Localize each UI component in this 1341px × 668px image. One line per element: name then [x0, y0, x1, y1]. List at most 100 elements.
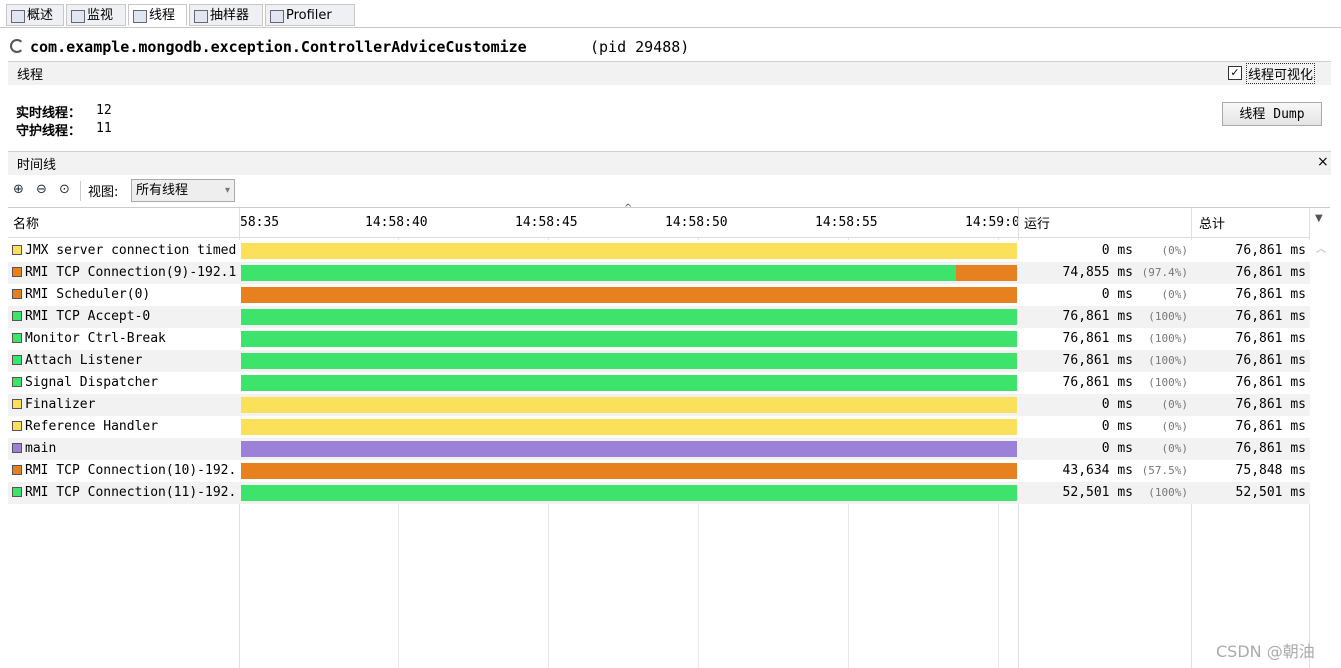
- app-title: com.example.mongodb.exception.Controller…: [30, 38, 527, 56]
- state-swatch: [12, 245, 22, 255]
- tab[interactable]: 线程: [128, 4, 187, 26]
- tab-divider: [0, 27, 1341, 28]
- zoom-out[interactable]: ⊖: [36, 182, 47, 197]
- thread-name: RMI TCP Accept-0: [25, 309, 151, 324]
- threads-panel-header: [8, 61, 1331, 85]
- running-percent: (0%): [1161, 288, 1189, 301]
- app-pid: (pid 29488): [590, 38, 690, 56]
- timeline-bar: [241, 397, 1017, 413]
- total-time: 76,861 ms: [1235, 287, 1306, 302]
- timeline-bar: [241, 441, 1017, 457]
- state-swatch: [12, 399, 22, 409]
- running-time: 0 ms: [1101, 397, 1133, 412]
- state-swatch: [12, 333, 22, 343]
- time-tick-label: 14:59:0: [965, 215, 1018, 230]
- thread-row: RMI TCP Connection(11)-192. 52,501 ms (100…: [8, 482, 1310, 504]
- thread-name: RMI TCP Connection(11)-192.: [25, 485, 237, 500]
- name-column-header[interactable]: 名称: [13, 217, 40, 232]
- thread-row: Signal Dispatcher 76,861 ms (100%) 76,861 m…: [8, 372, 1310, 394]
- header-bottom-border: [8, 237, 1310, 238]
- state-swatch: [12, 377, 22, 387]
- thread-name: Reference Handler: [25, 419, 159, 434]
- thread-row: Finalizer 0 ms (0%) 76,861 ms: [8, 394, 1310, 416]
- zoom-fit[interactable]: ⊙: [59, 182, 70, 197]
- thread-row: RMI TCP Connection(9)-192.1 74,855 ms (97.…: [8, 262, 1310, 284]
- time-tick-label: 58:35: [240, 215, 280, 230]
- running-column-header[interactable]: 运行: [1024, 217, 1051, 232]
- running-time: 0 ms: [1101, 243, 1133, 258]
- sort-indicator: ^: [624, 203, 633, 214]
- thread-name: RMI TCP Connection(10)-192.: [25, 463, 237, 478]
- thread-row: Attach Listener 76,861 ms (100%) 76,861 ms: [8, 350, 1310, 372]
- timeline-bar: [241, 375, 1017, 391]
- running-percent: (0%): [1161, 442, 1189, 455]
- thread-row: RMI TCP Connection(10)-192. 43,634 ms (57.…: [8, 460, 1310, 482]
- live-label: 实时线程：: [16, 106, 82, 121]
- watermark: CSDN @朝油: [1216, 642, 1315, 661]
- total-time: 76,861 ms: [1235, 309, 1306, 324]
- running-time: 76,861 ms: [1062, 353, 1133, 368]
- close-button[interactable]: ×: [1317, 154, 1329, 170]
- running-percent: (100%): [1148, 332, 1188, 345]
- state-swatch: [12, 267, 22, 277]
- timeline-bar: [241, 287, 1017, 303]
- timeline-header: [8, 151, 1331, 175]
- tab[interactable]: 监视: [66, 4, 126, 26]
- thread-name: RMI TCP Connection(9)-192.1: [25, 265, 237, 280]
- live-count: 12: [96, 103, 112, 118]
- running-time: 74,855 ms: [1062, 265, 1133, 280]
- daemon-label: 守护线程：: [16, 124, 82, 139]
- total-column-header[interactable]: 总计: [1199, 217, 1226, 232]
- total-time: 76,861 ms: [1235, 243, 1306, 258]
- state-swatch: [12, 289, 22, 299]
- running-time: 76,861 ms: [1062, 375, 1133, 390]
- view-select[interactable]: 所有线程 ▾: [131, 179, 235, 202]
- running-percent: (57.5%): [1141, 464, 1188, 477]
- running-percent: (97.4%): [1141, 266, 1188, 279]
- time-tick-label: 14:58:45: [515, 215, 578, 230]
- total-time: 76,861 ms: [1235, 397, 1306, 412]
- visualize-checkbox[interactable]: ✓: [1228, 66, 1242, 80]
- timeline-bar: [956, 265, 1017, 281]
- thread-row: Monitor Ctrl-Break 76,861 ms (100%) 76,861 …: [8, 328, 1310, 350]
- tab[interactable]: 抽样器: [189, 4, 263, 26]
- view-label: 视图:: [88, 185, 119, 200]
- thread-name: Finalizer: [25, 397, 96, 412]
- total-time: 76,861 ms: [1235, 265, 1306, 280]
- timeline-bar: [241, 463, 1017, 479]
- scroll-up[interactable]: ︿: [1316, 244, 1326, 255]
- daemon-count: 11: [96, 121, 112, 136]
- thread-dump-button[interactable]: 线程 Dump: [1222, 102, 1322, 126]
- total-time: 76,861 ms: [1235, 419, 1306, 434]
- running-percent: (100%): [1148, 486, 1188, 499]
- timeline-bar: [241, 265, 957, 281]
- thread-name: Monitor Ctrl-Break: [25, 331, 166, 346]
- threads-panel-title: 线程: [17, 68, 44, 83]
- running-percent: (100%): [1148, 310, 1188, 323]
- running-time: 0 ms: [1101, 419, 1133, 434]
- tab[interactable]: 概述: [6, 4, 64, 26]
- column-menu[interactable]: ▼: [1315, 213, 1323, 224]
- running-time: 43,634 ms: [1062, 463, 1133, 478]
- loading-icon: [10, 39, 24, 53]
- running-time: 0 ms: [1101, 287, 1133, 302]
- zoom-in[interactable]: ⊕: [13, 182, 24, 197]
- visualize-label[interactable]: 线程可视化: [1246, 63, 1316, 84]
- state-swatch: [12, 421, 22, 431]
- time-tick-label: 14:58:55: [815, 215, 878, 230]
- thread-row: main 0 ms (0%) 76,861 ms: [8, 438, 1310, 460]
- running-percent: (0%): [1161, 398, 1189, 411]
- view-option[interactable]: 所有线程: [136, 183, 189, 198]
- thread-row: RMI Scheduler(0) 0 ms (0%) 76,861 ms: [8, 284, 1310, 306]
- timeline-bar: [241, 419, 1017, 435]
- time-tick-label: 14:58:50: [665, 215, 728, 230]
- running-time: 76,861 ms: [1062, 309, 1133, 324]
- total-time: 52,501 ms: [1235, 485, 1306, 500]
- timeline-bar: [241, 331, 1017, 347]
- tab[interactable]: Profiler: [265, 4, 355, 26]
- timeline-bar: [241, 485, 1017, 501]
- timeline-bar: [241, 353, 1017, 369]
- timeline-bar: [241, 309, 1017, 325]
- table-top-border: [8, 207, 1330, 208]
- total-time: 75,848 ms: [1235, 463, 1306, 478]
